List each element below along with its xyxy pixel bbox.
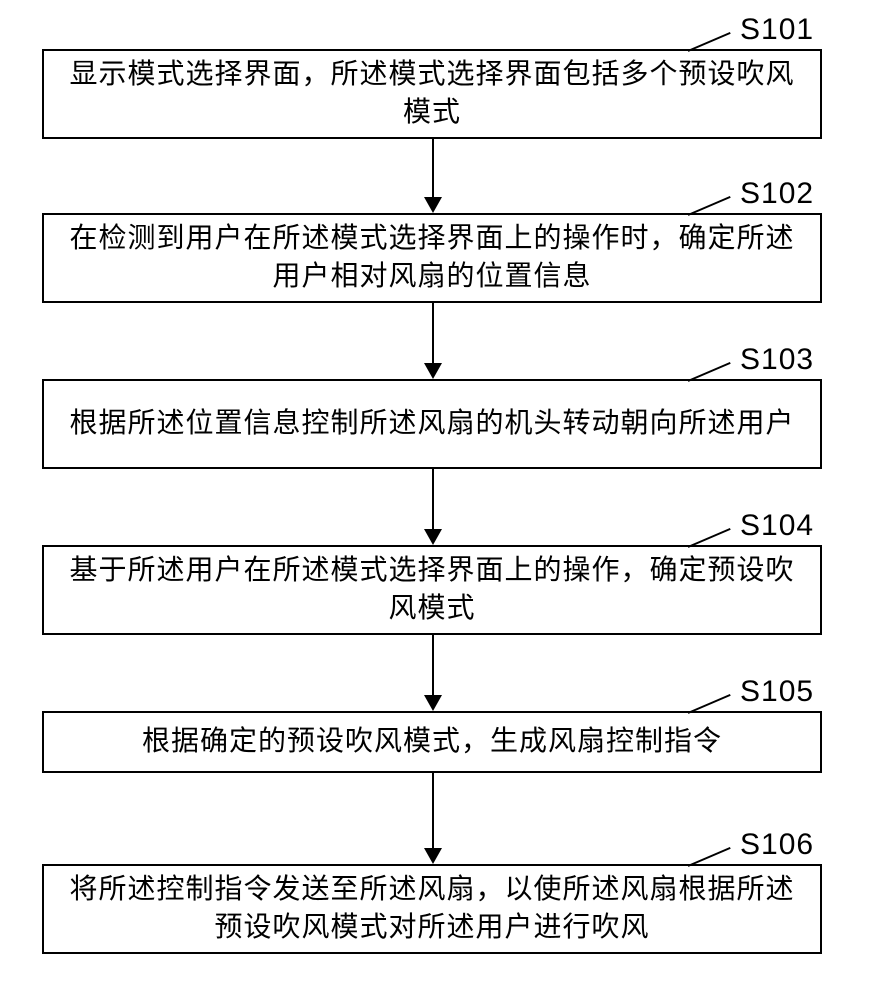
arrow-line	[432, 469, 434, 530]
step-box-s101: 显示模式选择界面，所述模式选择界面包括多个预设吹风模式	[42, 49, 822, 139]
step-box-s106: 将所述控制指令发送至所述风扇，以使所述风扇根据所述预设吹风模式对所述用户进行吹风	[42, 864, 822, 954]
step-label-s101: S101	[740, 13, 814, 47]
step-text: 在检测到用户在所述模式选择界面上的操作时，确定所述用户相对风扇的位置信息	[64, 220, 800, 296]
step-label-s103: S103	[740, 343, 814, 377]
arrow-line	[432, 635, 434, 696]
step-label-s102: S102	[740, 177, 814, 211]
step-label-s105: S105	[740, 675, 814, 709]
arrow-line	[432, 303, 434, 364]
arrow-head-icon	[424, 695, 442, 711]
arrow-head-icon	[424, 529, 442, 545]
arrow-head-icon	[424, 197, 442, 213]
step-box-s102: 在检测到用户在所述模式选择界面上的操作时，确定所述用户相对风扇的位置信息	[42, 213, 822, 303]
step-text: 根据确定的预设吹风模式，生成风扇控制指令	[142, 723, 722, 761]
step-text: 基于所述用户在所述模式选择界面上的操作，确定预设吹风模式	[64, 552, 800, 628]
arrow-line	[432, 139, 434, 198]
arrow-head-icon	[424, 363, 442, 379]
step-text: 显示模式选择界面，所述模式选择界面包括多个预设吹风模式	[64, 56, 800, 132]
step-box-s105: 根据确定的预设吹风模式，生成风扇控制指令	[42, 711, 822, 773]
arrow-line	[432, 773, 434, 849]
step-label-s106: S106	[740, 828, 814, 862]
step-box-s104: 基于所述用户在所述模式选择界面上的操作，确定预设吹风模式	[42, 545, 822, 635]
step-text: 根据所述位置信息控制所述风扇的机头转动朝向所述用户	[69, 405, 794, 443]
arrow-head-icon	[424, 848, 442, 864]
step-text: 将所述控制指令发送至所述风扇，以使所述风扇根据所述预设吹风模式对所述用户进行吹风	[64, 871, 800, 947]
step-box-s103: 根据所述位置信息控制所述风扇的机头转动朝向所述用户	[42, 379, 822, 469]
step-label-s104: S104	[740, 509, 814, 543]
flowchart-canvas: 显示模式选择界面，所述模式选择界面包括多个预设吹风模式 S101 在检测到用户在所述…	[0, 0, 891, 1000]
